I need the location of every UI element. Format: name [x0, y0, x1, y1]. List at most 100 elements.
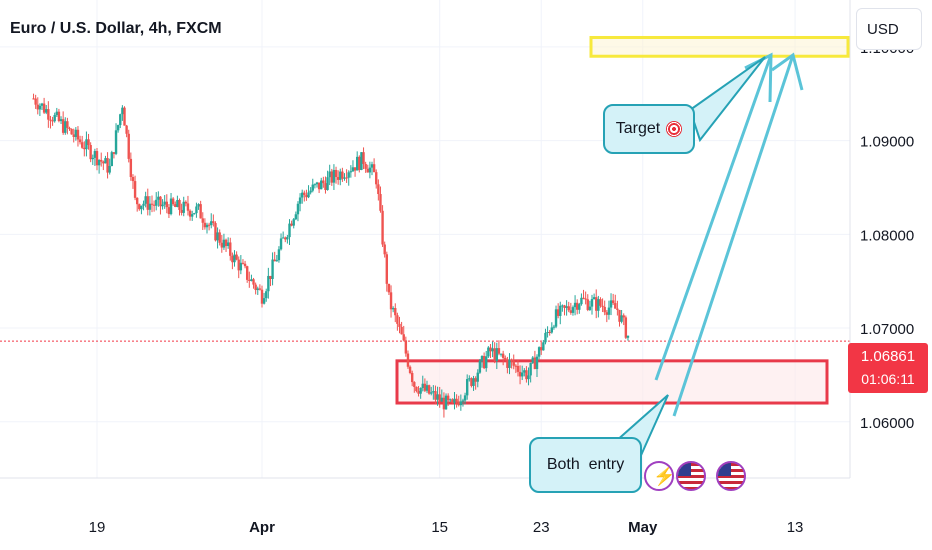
candle-body	[364, 163, 367, 169]
candle-body	[85, 139, 88, 150]
candle-body	[135, 197, 139, 205]
candle-body	[32, 98, 35, 100]
candle-body	[389, 292, 393, 310]
candle-body	[514, 365, 518, 367]
candle-body	[277, 249, 281, 261]
candle-body	[296, 203, 300, 215]
candle-body	[245, 266, 249, 280]
candle-body	[383, 244, 386, 255]
candle-body	[575, 302, 579, 310]
candle-body	[614, 303, 617, 309]
candle-body	[220, 242, 224, 248]
candle-body	[368, 167, 372, 173]
candles	[32, 93, 630, 418]
candle-body	[499, 353, 503, 355]
candle-body	[624, 317, 628, 338]
candle-body	[195, 206, 198, 214]
candle-body	[501, 353, 505, 358]
candle-body	[366, 168, 369, 173]
candle-body	[400, 326, 403, 335]
candle-body	[102, 161, 105, 164]
candle-body	[504, 357, 507, 360]
candle-body	[548, 331, 551, 333]
candle-body	[300, 192, 304, 198]
candle-body	[599, 299, 602, 306]
target-callout[interactable]: Target	[603, 104, 695, 154]
us-flag-icon[interactable]	[676, 461, 706, 491]
candle-body	[537, 347, 541, 357]
candle-body	[510, 359, 513, 362]
x-tick-label: May	[628, 519, 658, 536]
candle-body	[163, 201, 166, 205]
candle-body	[394, 308, 397, 316]
candle-body	[339, 171, 342, 180]
candle-body	[133, 181, 137, 198]
candle-body	[491, 348, 494, 352]
candle-body	[535, 356, 539, 370]
candle-body	[59, 119, 63, 122]
candle-body	[343, 177, 346, 179]
candle-body	[100, 159, 103, 162]
candle-body	[119, 114, 122, 126]
candle-body	[239, 262, 243, 271]
candle-body	[38, 105, 42, 110]
candle-body	[286, 237, 289, 240]
candle-body	[567, 306, 570, 311]
candle-body	[47, 109, 50, 120]
candle-body	[254, 284, 257, 291]
us-flag-icon[interactable]	[716, 461, 746, 491]
candle-body	[279, 238, 283, 250]
candle-body	[237, 259, 240, 271]
candle-body	[427, 385, 431, 394]
candle-body	[626, 335, 630, 338]
candle-body	[444, 395, 448, 410]
candle-body	[138, 204, 141, 210]
candle-body	[580, 297, 583, 305]
candle-body	[487, 347, 490, 357]
candle-body	[51, 120, 54, 122]
candle-body	[290, 223, 293, 226]
candle-body	[506, 359, 509, 368]
arrow-line	[672, 54, 795, 417]
candle-body	[375, 172, 378, 185]
candle-body	[315, 182, 319, 185]
candle-body	[97, 159, 101, 166]
candle-body	[616, 308, 619, 310]
candle-body	[313, 184, 317, 186]
candle-body	[442, 397, 446, 410]
candle-body	[298, 197, 302, 204]
candle-body	[53, 115, 56, 122]
candle-body	[267, 275, 270, 292]
entry-zone	[395, 359, 829, 405]
candle-body	[64, 121, 67, 133]
candle-body	[112, 152, 116, 154]
candle-body	[110, 152, 114, 167]
candle-body	[474, 378, 477, 382]
candle-body	[332, 169, 336, 183]
candle-body	[588, 306, 592, 310]
candle-body	[265, 291, 268, 299]
economic-events[interactable]: ⚡	[644, 461, 746, 491]
candle-body	[303, 192, 306, 195]
candle-body	[36, 104, 39, 110]
candle-body	[345, 177, 348, 179]
candle-body	[201, 218, 204, 223]
candle-body	[190, 214, 194, 217]
candle-body	[556, 309, 560, 316]
candle-body	[174, 204, 177, 207]
candle-body	[347, 172, 350, 178]
candle-body	[207, 224, 211, 226]
candle-body	[186, 203, 190, 211]
lightning-icon[interactable]: ⚡	[644, 461, 674, 491]
candle-body	[104, 158, 107, 164]
candle-body	[330, 171, 334, 183]
candle-body	[415, 386, 418, 392]
candle-body	[320, 180, 323, 190]
candle-body	[235, 254, 238, 260]
entry-callout[interactable]: Both entry	[529, 437, 642, 493]
candle-body	[520, 372, 524, 377]
candle-body	[518, 371, 522, 377]
currency-button[interactable]: USD	[856, 8, 922, 50]
candle-body	[565, 306, 568, 308]
